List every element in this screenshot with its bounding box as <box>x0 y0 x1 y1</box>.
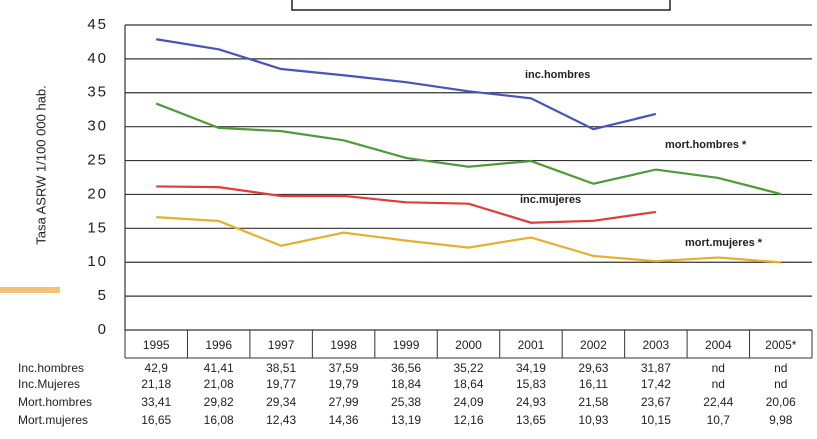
row-label: Mort.mujeres <box>18 413 88 427</box>
series-label: mort.mujeres * <box>685 237 763 249</box>
y-tick-label: 15 <box>87 219 108 236</box>
x-tick-label: 2001 <box>518 338 545 352</box>
y-tick-label: 5 <box>98 287 108 304</box>
x-tick-label: 1995 <box>143 338 170 352</box>
y-tick-label: 45 <box>87 16 108 33</box>
y-tick-label: 35 <box>87 84 108 101</box>
table-cell: 12,43 <box>266 413 296 427</box>
row-label: Mort.hombres <box>18 395 92 409</box>
table-cell: 14,36 <box>329 413 359 427</box>
table-cell: 16,65 <box>141 413 171 427</box>
series-label: mort.hombres * <box>665 139 747 151</box>
table-cell: 36,56 <box>391 361 421 375</box>
y-tick-label: 30 <box>87 118 108 135</box>
table-cell: 15,83 <box>516 377 546 391</box>
y-tick-label: 10 <box>87 253 108 270</box>
table-cell: 25,38 <box>391 395 421 409</box>
table-cell: 41,41 <box>204 361 234 375</box>
table-cell: 9,98 <box>769 413 793 427</box>
table-cell: 16,11 <box>579 377 608 391</box>
x-tick-label: 2000 <box>455 338 482 352</box>
table-cell: 18,84 <box>391 377 421 391</box>
table-cell: 29,34 <box>266 395 296 409</box>
table-cell: 12,16 <box>453 413 483 427</box>
table-cell: nd <box>774 361 787 375</box>
series-line <box>155 102 782 196</box>
table-cell: 22,44 <box>703 395 733 409</box>
x-tick-label: 2003 <box>643 338 670 352</box>
table-cell: 33,41 <box>141 395 171 409</box>
x-tick-label: 2002 <box>580 338 607 352</box>
series-line <box>156 185 657 224</box>
table-cell: 24,09 <box>453 395 483 409</box>
table-cell: 29,82 <box>204 395 234 409</box>
x-tick-label: 1999 <box>393 338 420 352</box>
table-cell: 10,7 <box>707 413 731 427</box>
table-cell: 20,06 <box>766 395 796 409</box>
x-tick-label: 2005* <box>765 338 797 352</box>
y-tick-label: 25 <box>87 152 108 169</box>
series-label: inc.mujeres <box>520 194 581 206</box>
y-tick-label: 20 <box>87 185 108 202</box>
table-cell: 10,15 <box>641 413 671 427</box>
table-cell: 29,63 <box>578 361 608 375</box>
table-cell: 21,58 <box>578 395 608 409</box>
table-cell: nd <box>712 377 725 391</box>
table-cell: 19,79 <box>329 377 359 391</box>
table-cell: 21,08 <box>204 377 234 391</box>
y-axis-label: Tasa ASRW 1/100 000 hab. <box>33 85 48 244</box>
table-cell: 21,18 <box>141 377 171 391</box>
table-cell: 31,87 <box>641 361 671 375</box>
table-cell: 19,77 <box>266 377 296 391</box>
y-tick-label: 40 <box>87 50 108 67</box>
x-tick-label: 1996 <box>205 338 232 352</box>
table-cell: 27,99 <box>329 395 359 409</box>
series-label: inc.hombres <box>525 69 590 81</box>
table-cell: 35,22 <box>453 361 483 375</box>
table-cell: nd <box>712 361 725 375</box>
x-tick-label: 1998 <box>330 338 357 352</box>
table-cell: 17,42 <box>641 377 671 391</box>
table-cell: 23,67 <box>641 395 671 409</box>
x-tick-label: 2004 <box>705 338 732 352</box>
y-tick-label: 0 <box>98 321 108 338</box>
title-box <box>291 0 671 11</box>
row-label: Inc.Mujeres <box>18 377 80 391</box>
table-cell: 42,9 <box>145 361 169 375</box>
table-cell: 34,19 <box>516 361 546 375</box>
table-cell: 18,64 <box>453 377 483 391</box>
table-cell: 38,51 <box>266 361 296 375</box>
series-line <box>156 38 657 131</box>
row-label: Inc.hombres <box>18 361 84 375</box>
series-line <box>156 216 781 264</box>
table-cell: 13,65 <box>516 413 546 427</box>
x-tick-label: 1997 <box>268 338 295 352</box>
table-cell: 13,19 <box>391 413 421 427</box>
table-cell: 37,59 <box>329 361 359 375</box>
decoration <box>0 287 60 293</box>
table-cell: 10,93 <box>578 413 608 427</box>
table-cell: 16,08 <box>204 413 234 427</box>
table-cell: 24,93 <box>516 395 546 409</box>
table-cell: nd <box>774 377 787 391</box>
